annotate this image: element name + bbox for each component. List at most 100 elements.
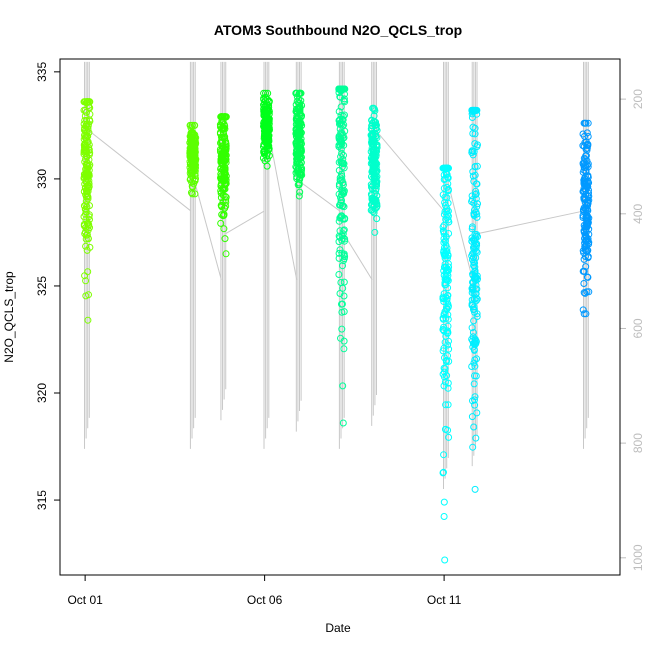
data-point — [336, 136, 344, 144]
data-point — [471, 263, 479, 271]
data-point — [470, 423, 478, 431]
data-point — [292, 105, 300, 113]
data-point — [219, 138, 226, 146]
data-point — [338, 202, 346, 210]
data-point — [371, 155, 379, 163]
data-point — [444, 251, 452, 259]
data-point — [440, 323, 448, 331]
data-point — [471, 401, 479, 409]
data-point — [340, 164, 348, 172]
data-point — [335, 238, 343, 246]
data-point — [80, 126, 88, 134]
data-point — [469, 168, 477, 176]
data-point — [80, 141, 88, 149]
data-point — [335, 271, 343, 278]
data-point — [580, 164, 588, 171]
data-point — [441, 556, 449, 564]
data-point — [440, 513, 448, 520]
data-point — [583, 146, 591, 154]
data-point — [187, 132, 194, 140]
data-point — [580, 194, 588, 202]
y-tick-label: 320 — [35, 383, 49, 403]
data-point — [444, 187, 452, 195]
data-point — [84, 170, 92, 178]
data-point — [444, 174, 452, 182]
data-point — [440, 326, 447, 334]
data-point — [469, 151, 477, 159]
data-point — [186, 147, 194, 155]
data-point — [188, 189, 195, 197]
data-point — [85, 185, 93, 192]
data-point — [296, 170, 304, 178]
data-point — [470, 317, 478, 325]
data-point — [473, 409, 481, 417]
transit-trace — [88, 130, 192, 212]
data-point — [581, 246, 589, 254]
data-point — [443, 356, 450, 364]
data-point — [218, 118, 226, 126]
data-point — [468, 196, 476, 204]
data-point — [580, 280, 588, 287]
data-point — [293, 155, 301, 163]
data-point — [473, 200, 481, 208]
data-point — [265, 120, 273, 127]
data-point — [581, 119, 589, 127]
data-point — [369, 131, 377, 139]
data-point — [84, 161, 91, 169]
data-point — [82, 122, 90, 130]
data-point — [443, 304, 450, 312]
data-point — [339, 262, 346, 270]
data-point — [85, 291, 92, 299]
data-points — [80, 85, 593, 564]
data-point — [80, 147, 88, 155]
data-point — [584, 160, 592, 168]
data-point — [584, 142, 592, 149]
data-point — [218, 211, 226, 219]
transit-trace — [194, 182, 222, 280]
data-point — [469, 278, 476, 286]
data-point — [335, 249, 343, 257]
data-point — [217, 189, 225, 197]
data-point — [440, 239, 448, 247]
data-point — [293, 158, 301, 166]
data-point — [189, 129, 197, 136]
data-point — [80, 213, 88, 221]
data-point — [335, 135, 343, 143]
data-point — [260, 118, 268, 126]
data-point — [219, 150, 227, 157]
data-point — [471, 372, 478, 380]
data-point — [370, 105, 378, 113]
data-point — [219, 212, 227, 220]
data-point — [584, 119, 592, 127]
y-tick-label: 325 — [35, 276, 49, 296]
data-point — [263, 138, 271, 146]
data-point — [220, 225, 228, 233]
data-point — [264, 142, 272, 150]
data-point — [584, 273, 592, 281]
data-point — [340, 226, 348, 234]
x-tick-label: Oct 01 — [67, 593, 103, 607]
data-point — [339, 419, 347, 427]
data-point — [293, 143, 301, 150]
transit-trace — [225, 210, 265, 235]
data-point — [442, 401, 450, 409]
data-point — [338, 325, 346, 333]
data-point — [443, 207, 451, 215]
transit-trace — [447, 182, 474, 280]
data-point — [218, 155, 226, 163]
data-point — [335, 108, 343, 115]
data-point — [582, 152, 590, 160]
data-point — [83, 246, 91, 254]
data-point — [217, 219, 225, 227]
data-point — [440, 164, 448, 172]
data-point — [293, 139, 301, 147]
data-point — [372, 182, 380, 190]
data-point — [81, 272, 89, 280]
data-point — [338, 159, 345, 166]
data-point — [81, 112, 89, 120]
transit-trace — [267, 130, 298, 280]
data-point — [442, 233, 450, 241]
data-point — [581, 230, 589, 238]
data-point — [338, 149, 346, 157]
x-tick-label: Oct 11 — [427, 593, 462, 607]
